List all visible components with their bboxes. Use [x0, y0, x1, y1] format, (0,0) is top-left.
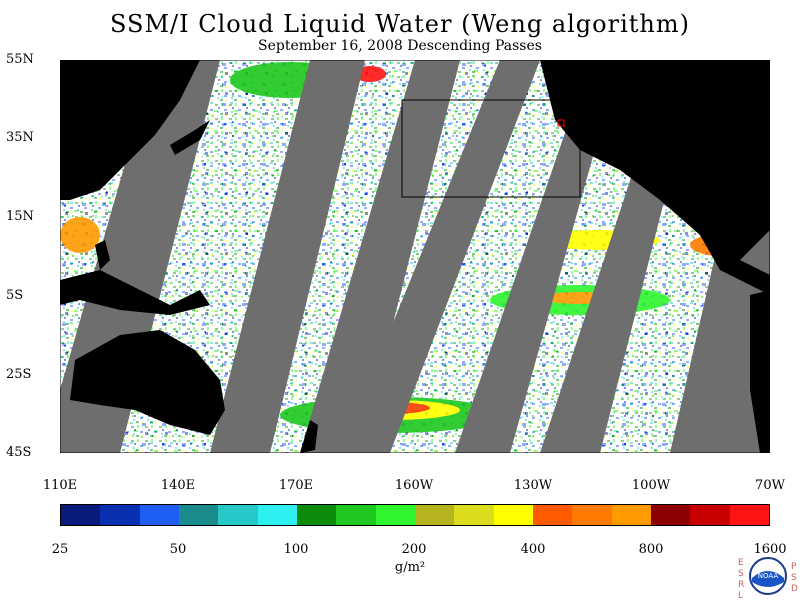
new-zealand-landmass: [300, 420, 318, 453]
colorbar-segment: [100, 505, 140, 525]
colorbar-segment: [414, 505, 455, 525]
japan-landmass: [170, 120, 210, 155]
colorbar-segment: [257, 505, 297, 525]
colorbar-segment: [493, 505, 533, 525]
central-america-landmass: [700, 235, 770, 295]
lat-label-35n: 35N: [6, 130, 34, 145]
lon-label-100w: 100W: [631, 478, 671, 493]
noaa-badge-text: NOAA: [758, 572, 779, 580]
colorbar-label-200: 200: [401, 542, 427, 557]
north-america-landmass: [540, 60, 770, 260]
colorbar-segment: [296, 505, 337, 525]
colorbar-label-25: 25: [51, 542, 69, 557]
cloud-water-map: [60, 60, 770, 453]
land-layer: [60, 60, 770, 453]
lon-label-160w: 160W: [394, 478, 434, 493]
lon-label-110e: 110E: [42, 478, 78, 493]
lon-label-70w: 70W: [755, 478, 785, 493]
esrl-text: ESRL: [738, 558, 745, 601]
colorbar-label-50: 50: [169, 542, 187, 557]
map-subtitle: September 16, 2008 Descending Passes: [258, 38, 542, 54]
philippines-landmass: [95, 240, 110, 270]
colorbar-segment: [454, 505, 494, 525]
psd-letters: PSD: [791, 562, 799, 595]
colorbar-segment: [139, 505, 179, 525]
lat-label-55n: 55N: [6, 52, 34, 67]
colorbar-segment: [532, 505, 573, 525]
esrl-letters: ESRL: [738, 558, 746, 602]
colorbar-segment: [690, 505, 730, 525]
colorbar-label-800: 800: [638, 542, 664, 557]
lat-label-15n: 15N: [6, 209, 34, 224]
map-title: SSM/I Cloud Liquid Water (Weng algorithm…: [109, 10, 690, 38]
lon-label-130w: 130W: [513, 478, 553, 493]
colorbar: [60, 504, 770, 526]
colorbar-segment: [61, 505, 101, 525]
colorbar-segment: [650, 505, 691, 525]
colorbar-segment: [611, 505, 651, 525]
colorbar-segment: [178, 505, 219, 525]
indonesia-landmass: [60, 270, 210, 315]
colorbar-segment: [218, 505, 258, 525]
units-label: g/m²: [394, 560, 426, 575]
colorbar-label-100: 100: [283, 542, 309, 557]
colorbar-label-1600: 1600: [753, 542, 787, 557]
south-america-landmass: [750, 290, 770, 453]
lat-label-5s: 5S: [6, 288, 24, 303]
colorbar-label-400: 400: [520, 542, 546, 557]
marker-box: [557, 119, 565, 127]
colorbar-segment: [729, 505, 769, 525]
colorbar-segment: [375, 505, 415, 525]
australia-landmass: [70, 330, 225, 435]
noaa-logo-icon: NOAA: [749, 557, 787, 595]
colorbar-segment: [572, 505, 612, 525]
lat-label-25s: 25S: [6, 367, 32, 382]
psd-text: PSD: [791, 562, 798, 594]
lon-label-140e: 140E: [160, 478, 196, 493]
colorbar-segment: [336, 505, 376, 525]
lat-label-45s: 45S: [6, 445, 32, 460]
asia-landmass: [60, 60, 200, 200]
region-box: [401, 99, 581, 198]
lon-label-170e: 170E: [278, 478, 314, 493]
